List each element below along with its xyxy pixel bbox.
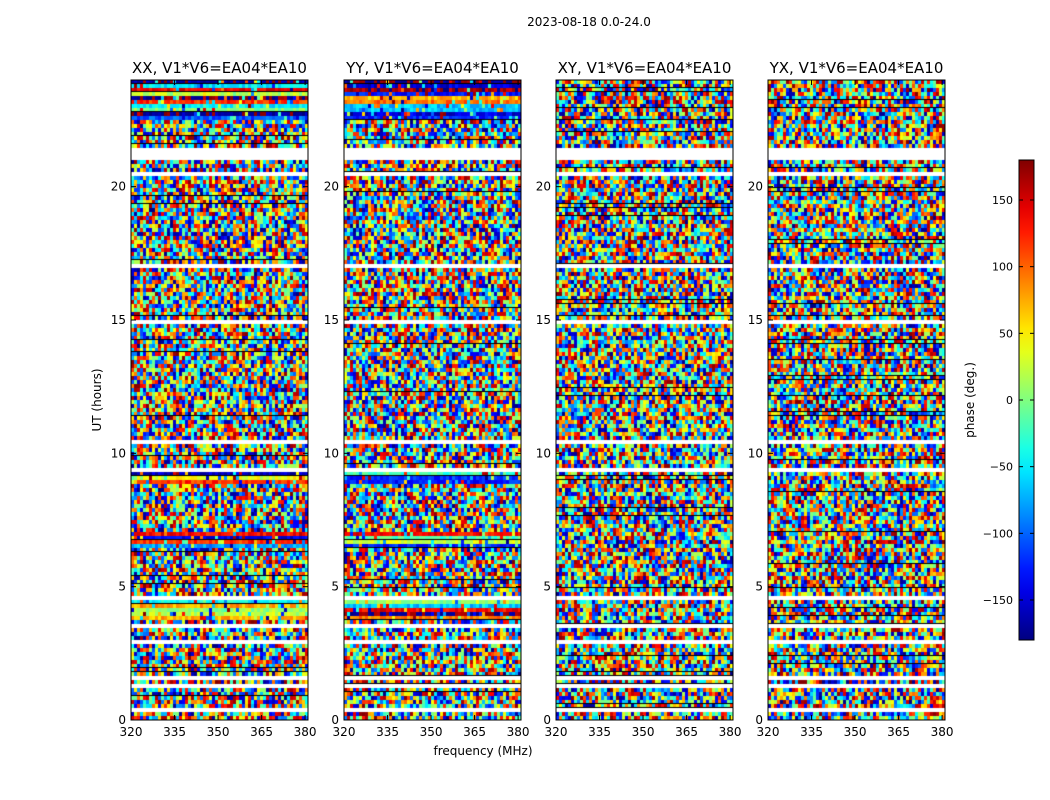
colorbar-tick-label: −100: [983, 527, 1013, 540]
colorbar: 150 100 50 0 −50 −100 −150: [983, 159, 1035, 641]
x-tick-label: 380: [294, 725, 317, 739]
figure-title: 2023-08-18 0.0-24.0: [527, 15, 651, 29]
y-tick-label: 15: [748, 313, 763, 327]
phase-heatmap: [344, 80, 521, 720]
x-tick-label: 365: [463, 725, 486, 739]
x-tick-label: 335: [163, 725, 186, 739]
y-tick-label: 10: [324, 446, 339, 460]
x-tick-label: 365: [675, 725, 698, 739]
panel-title: YX, V1*V6=EA04*EA10: [769, 59, 944, 77]
axes-frame: [767, 79, 946, 721]
y-tick-label: 0: [755, 713, 763, 727]
y-tick-label: 20: [111, 180, 126, 194]
y-tick-label: 20: [536, 180, 551, 194]
x-tick-label: 320: [120, 725, 143, 739]
phase-heatmap: [131, 80, 308, 720]
x-tick-label: 335: [800, 725, 823, 739]
panels: XX, V1*V6=EA04*EA10 320 335 350 365 380 0 5 10 15…: [111, 59, 954, 739]
colorbar-tick-label: 150: [992, 194, 1013, 207]
axes-frame: [555, 79, 734, 721]
colorbar-label: phase (deg.): [963, 362, 977, 438]
x-tick-label: 350: [632, 725, 655, 739]
x-tick-label: 350: [844, 725, 867, 739]
panel-title: XY, V1*V6=EA04*EA10: [558, 59, 732, 77]
colorbar-tick-label: −150: [983, 594, 1013, 607]
y-tick-label: 5: [118, 580, 126, 594]
x-tick-label: 350: [420, 725, 443, 739]
x-tick-label: 335: [376, 725, 399, 739]
y-tick-label: 5: [331, 580, 339, 594]
y-tick-label: 10: [111, 446, 126, 460]
y-tick-label: 5: [755, 580, 763, 594]
panel-xx: XX, V1*V6=EA04*EA10 320 335 350 365 380 0 5 10 15…: [111, 59, 317, 739]
axes-frame: [130, 79, 309, 721]
x-axis-label: frequency (MHz): [433, 744, 532, 758]
panel-title: XX, V1*V6=EA04*EA10: [132, 59, 307, 77]
phase-heatmap: [768, 80, 945, 720]
axes-frame: [343, 79, 522, 721]
x-tick-label: 380: [507, 725, 530, 739]
y-axis-label: UT (hours): [90, 368, 104, 431]
x-tick-label: 365: [250, 725, 273, 739]
y-tick-label: 20: [748, 180, 763, 194]
panel-yx: YX, V1*V6=EA04*EA10 320 335 350 365 380 0 5 10 15…: [748, 59, 954, 739]
panel-title: YY, V1*V6=EA04*EA10: [345, 59, 519, 77]
phase-heatmap: [556, 80, 733, 720]
colorbar-tick-label: 50: [999, 327, 1013, 340]
y-tick-label: 15: [536, 313, 551, 327]
x-tick-label: 335: [588, 725, 611, 739]
x-tick-label: 380: [931, 725, 954, 739]
y-tick-label: 0: [543, 713, 551, 727]
x-tick-label: 320: [757, 725, 780, 739]
colorbar-tick-label: −50: [990, 461, 1013, 474]
x-tick-label: 380: [719, 725, 742, 739]
x-tick-label: 320: [333, 725, 356, 739]
y-tick-label: 0: [331, 713, 339, 727]
y-tick-label: 20: [324, 180, 339, 194]
y-tick-label: 0: [118, 713, 126, 727]
y-tick-label: 5: [543, 580, 551, 594]
panel-xy: XY, V1*V6=EA04*EA10 320 335 350 365 380 0 5 10 15…: [536, 59, 742, 739]
y-tick-label: 10: [536, 446, 551, 460]
x-tick-label: 365: [887, 725, 910, 739]
x-tick-label: 320: [545, 725, 568, 739]
y-tick-label: 10: [748, 446, 763, 460]
x-tick-label: 350: [207, 725, 230, 739]
y-tick-label: 15: [324, 313, 339, 327]
colorbar-tick-label: 100: [992, 261, 1013, 274]
panel-yy: YY, V1*V6=EA04*EA10 320 335 350 365 380 0 5 10 15…: [324, 59, 530, 739]
colorbar-tick-label: 0: [1006, 394, 1013, 407]
y-tick-label: 15: [111, 313, 126, 327]
